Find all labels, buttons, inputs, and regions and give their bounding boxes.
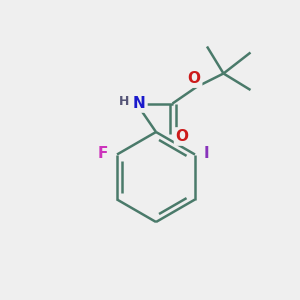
- Text: N: N: [133, 96, 146, 111]
- Text: H: H: [119, 94, 129, 108]
- Text: I: I: [204, 146, 209, 160]
- Text: O: O: [176, 129, 189, 144]
- Text: O: O: [188, 71, 201, 86]
- Text: F: F: [98, 146, 108, 160]
